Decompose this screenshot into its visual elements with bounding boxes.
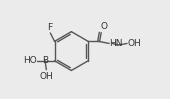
Text: HN: HN: [109, 40, 123, 49]
Text: HO: HO: [23, 56, 37, 65]
Text: OH: OH: [39, 72, 53, 81]
Text: F: F: [47, 23, 52, 32]
Text: B: B: [42, 56, 48, 65]
Text: OH: OH: [127, 39, 141, 48]
Text: O: O: [101, 22, 108, 31]
